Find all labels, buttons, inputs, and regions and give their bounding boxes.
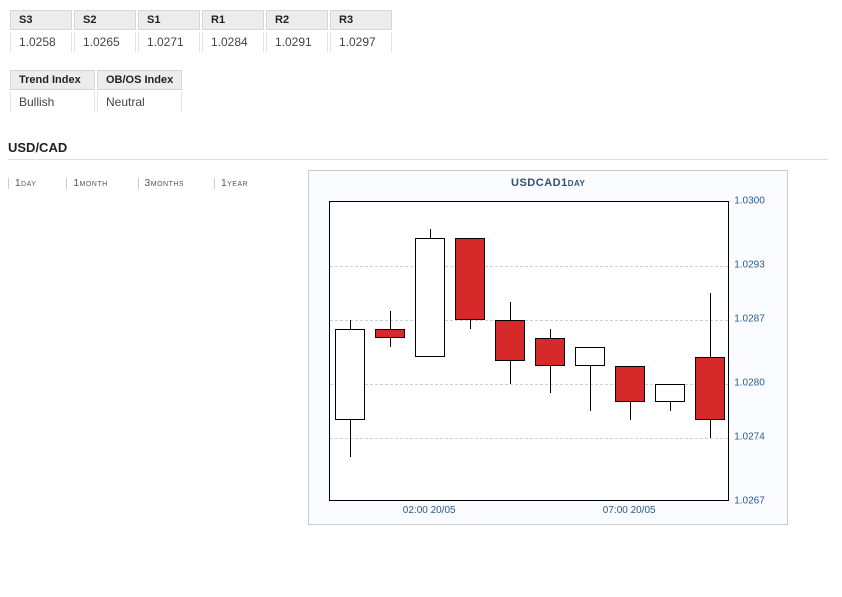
- pivot-value: 1.0284: [202, 32, 264, 52]
- pivot-value: 1.0291: [266, 32, 328, 52]
- candle: [655, 384, 685, 402]
- candle: [335, 329, 365, 420]
- index-header: Trend Index: [10, 70, 95, 90]
- pair-title: USD/CAD: [8, 140, 828, 160]
- pivot-value: 1.0265: [74, 32, 136, 52]
- pivot-header: S1: [138, 10, 200, 30]
- candle: [375, 329, 405, 338]
- x-tick-label: 07:00 20/05: [603, 505, 656, 516]
- candle: [415, 238, 445, 356]
- candle: [495, 320, 525, 361]
- chart-panel: USDCAD1day 1.0267 1.0274 1.0280 1.0287 1.029…: [308, 170, 788, 525]
- plot-area: [329, 201, 729, 501]
- pivot-header: R3: [330, 10, 392, 30]
- candle: [695, 357, 725, 421]
- timeframe-tab[interactable]: 3months: [138, 178, 184, 189]
- y-tick-label: 1.0280: [734, 377, 765, 388]
- chart-title: USDCAD1day: [309, 171, 787, 194]
- y-tick-label: 1.0300: [734, 196, 765, 207]
- pivot-header: S2: [74, 10, 136, 30]
- timeframe-tabs: 1day 1month 3months 1year: [8, 178, 278, 189]
- pivot-table: S3S2S1R1R2R3 1.02581.02651.02711.02841.0…: [8, 8, 394, 54]
- index-value: Neutral: [97, 92, 182, 112]
- pivot-value: 1.0271: [138, 32, 200, 52]
- timeframe-tab[interactable]: 1year: [214, 178, 248, 189]
- candle: [535, 338, 565, 365]
- timeframe-tab[interactable]: 1month: [66, 178, 107, 189]
- y-tick-label: 1.0287: [734, 314, 765, 325]
- timeframe-tab[interactable]: 1day: [8, 178, 36, 189]
- candle: [615, 366, 645, 402]
- y-tick-label: 1.0293: [734, 259, 765, 270]
- candle: [575, 347, 605, 365]
- index-table: Trend IndexOB/OS Index BullishNeutral: [8, 68, 184, 114]
- pivot-header: S3: [10, 10, 72, 30]
- pivot-value: 1.0297: [330, 32, 392, 52]
- pivot-value: 1.0258: [10, 32, 72, 52]
- y-tick-label: 1.0267: [734, 496, 765, 507]
- x-tick-label: 02:00 20/05: [403, 505, 456, 516]
- index-header: OB/OS Index: [97, 70, 182, 90]
- y-tick-label: 1.0274: [734, 432, 765, 443]
- pivot-header: R1: [202, 10, 264, 30]
- index-value: Bullish: [10, 92, 95, 112]
- candle: [455, 238, 485, 320]
- pivot-header: R2: [266, 10, 328, 30]
